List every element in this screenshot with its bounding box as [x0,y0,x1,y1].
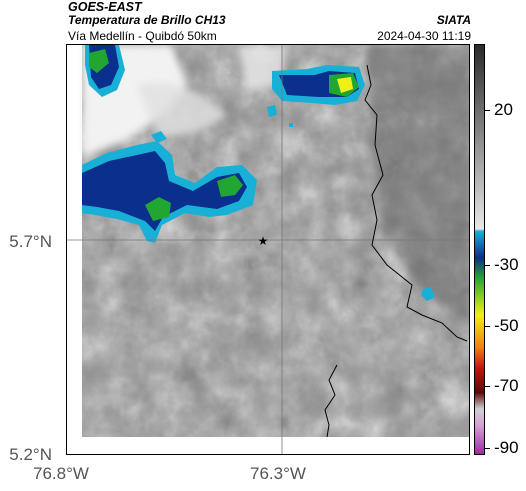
lon-tick-76.8: 76.8°W [33,464,89,483]
satellite-map[interactable]: ★ [66,44,470,455]
storm-cell-top-left-green [89,49,109,73]
no-data-bottom [67,437,469,454]
colorbar-gradient [475,45,484,454]
organization-label: SIATA [436,13,471,27]
storm-system-left-green [145,197,171,221]
colorbar-label-minus90: -90 [494,438,519,457]
datetime-label: 2024-04-30 11:19 [377,29,471,43]
colorbar-tick-mark [485,110,490,111]
route-subtitle: Vía Medellín - Quibdó 50km [68,29,217,43]
colorbar-label-minus50: -50 [494,316,519,335]
lat-tick-5.2: 5.2°N [9,445,52,464]
colorbar-tick-mark [485,448,490,449]
cold-cloud-mid [137,83,227,136]
small-cell-cyan-3 [289,123,293,127]
colorbar-tick-mark [485,326,490,327]
small-cell-cyan [151,131,167,143]
colorbar-tick-mark [485,265,490,266]
colorbar-tick-mark [485,386,490,387]
product-title: Temperatura de Brillo CH13 [68,13,226,27]
satellite-title: GOES-EAST [68,0,142,14]
storm-cell-right [421,287,435,301]
lon-tick-76.3: 76.3°W [250,464,306,483]
department-boundary-south [324,364,338,438]
colorbar-label-20: 20 [494,100,513,119]
warm-region-east [367,45,469,324]
storm-cell-top-right-yellow [337,77,353,93]
storm-system-left-blue [82,151,247,231]
satellite-imagery: ★ [67,45,469,454]
storm-system-right-green [217,175,243,197]
colorbar-label-minus70: -70 [494,376,519,395]
star-icon: ★ [258,234,269,248]
no-data-left [67,45,82,454]
lat-tick-5.7: 5.7°N [9,232,52,251]
department-boundary [364,64,468,342]
colorbar-label-minus30: -30 [494,255,519,274]
temperature-colorbar [474,44,485,455]
small-cell-cyan-2 [267,105,277,117]
